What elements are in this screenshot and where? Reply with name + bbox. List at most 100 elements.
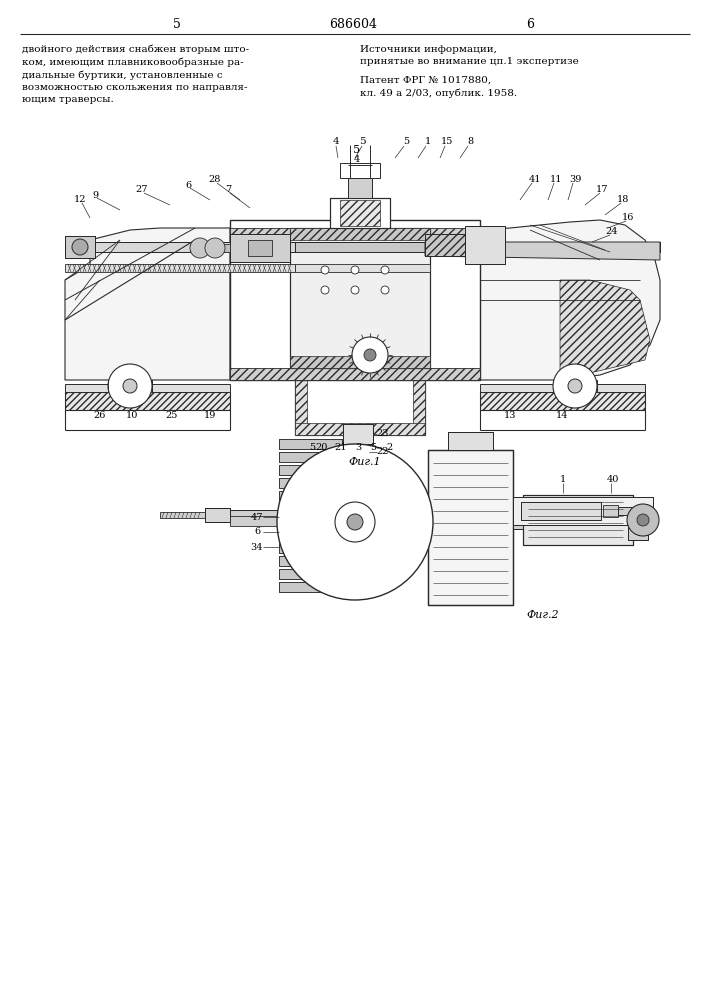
- Circle shape: [553, 364, 597, 408]
- Bar: [279, 556, 342, 566]
- Text: 26: 26: [94, 410, 106, 420]
- Text: 41: 41: [529, 176, 542, 184]
- Bar: [523, 495, 633, 545]
- Text: 47: 47: [251, 512, 263, 522]
- Bar: [279, 517, 342, 527]
- Bar: [448, 432, 493, 450]
- Circle shape: [190, 238, 210, 258]
- Bar: [343, 424, 373, 444]
- Text: 19: 19: [204, 410, 216, 420]
- Bar: [205, 508, 230, 522]
- Bar: [230, 368, 480, 380]
- Bar: [279, 465, 342, 475]
- Bar: [190, 244, 230, 252]
- Bar: [480, 392, 645, 410]
- Bar: [230, 234, 290, 262]
- Text: возможностью скольжения по направля-: возможностью скольжения по направля-: [22, 83, 247, 92]
- Text: 5: 5: [354, 145, 361, 155]
- Text: 20: 20: [316, 442, 328, 452]
- Text: 22: 22: [377, 448, 390, 456]
- Bar: [279, 582, 342, 592]
- Text: 6: 6: [526, 17, 534, 30]
- Bar: [279, 465, 342, 475]
- Bar: [290, 228, 430, 368]
- Circle shape: [72, 239, 88, 255]
- Text: 8: 8: [467, 137, 473, 146]
- Text: 5: 5: [173, 17, 181, 30]
- Circle shape: [108, 364, 152, 408]
- Bar: [279, 543, 342, 553]
- Text: 2: 2: [387, 442, 393, 452]
- Bar: [230, 516, 363, 526]
- Text: 5: 5: [309, 442, 315, 452]
- Bar: [205, 508, 230, 522]
- Bar: [618, 507, 653, 515]
- Bar: [553, 380, 597, 392]
- Bar: [290, 228, 430, 240]
- Text: 7: 7: [225, 186, 231, 194]
- Bar: [521, 502, 601, 520]
- Bar: [523, 495, 633, 545]
- Circle shape: [381, 266, 389, 274]
- Bar: [480, 392, 645, 410]
- Text: 25: 25: [166, 410, 178, 420]
- Bar: [513, 497, 653, 525]
- Bar: [628, 500, 648, 540]
- Bar: [279, 439, 342, 449]
- Circle shape: [321, 266, 329, 274]
- Bar: [347, 444, 369, 459]
- Text: Фиг.1: Фиг.1: [349, 457, 381, 467]
- Bar: [279, 530, 342, 540]
- Bar: [295, 242, 425, 252]
- Bar: [65, 236, 95, 258]
- Text: Источники информации,: Источники информации,: [360, 45, 497, 54]
- Circle shape: [627, 504, 659, 536]
- Text: 39: 39: [569, 176, 581, 184]
- Circle shape: [364, 349, 376, 361]
- Circle shape: [335, 502, 375, 542]
- Bar: [279, 569, 342, 579]
- Text: 10: 10: [126, 410, 138, 420]
- Bar: [413, 375, 425, 435]
- Text: 9: 9: [92, 190, 98, 200]
- Text: кл. 49 а 2/03, опублик. 1958.: кл. 49 а 2/03, опублик. 1958.: [360, 89, 517, 98]
- Bar: [65, 264, 295, 272]
- Bar: [340, 200, 380, 226]
- Bar: [65, 392, 230, 410]
- Bar: [108, 380, 152, 392]
- Bar: [330, 198, 390, 228]
- Bar: [279, 452, 342, 462]
- Text: Патент ФРГ № 1017880,: Патент ФРГ № 1017880,: [360, 76, 491, 85]
- Text: 5: 5: [358, 137, 366, 146]
- Polygon shape: [65, 228, 230, 380]
- Text: 12: 12: [74, 196, 86, 205]
- Text: 40: 40: [607, 476, 619, 485]
- Bar: [513, 511, 523, 529]
- Circle shape: [352, 337, 388, 373]
- Bar: [428, 450, 513, 605]
- Bar: [480, 384, 645, 392]
- Text: 3: 3: [355, 442, 361, 452]
- Text: 17: 17: [596, 186, 608, 194]
- Bar: [425, 234, 465, 256]
- Circle shape: [351, 286, 359, 294]
- Bar: [513, 511, 523, 529]
- Bar: [295, 423, 425, 435]
- Bar: [279, 504, 342, 514]
- Bar: [279, 478, 342, 488]
- Bar: [65, 242, 295, 252]
- Bar: [428, 450, 513, 605]
- Bar: [295, 375, 307, 435]
- Circle shape: [637, 514, 649, 526]
- Text: 34: 34: [251, 542, 263, 552]
- Bar: [425, 234, 465, 256]
- Bar: [230, 510, 305, 520]
- Text: 28: 28: [209, 176, 221, 184]
- Bar: [279, 517, 342, 527]
- Text: 27: 27: [136, 186, 148, 194]
- Circle shape: [351, 266, 359, 274]
- Polygon shape: [425, 242, 660, 260]
- Bar: [628, 500, 648, 540]
- Bar: [230, 234, 290, 262]
- Bar: [343, 424, 373, 444]
